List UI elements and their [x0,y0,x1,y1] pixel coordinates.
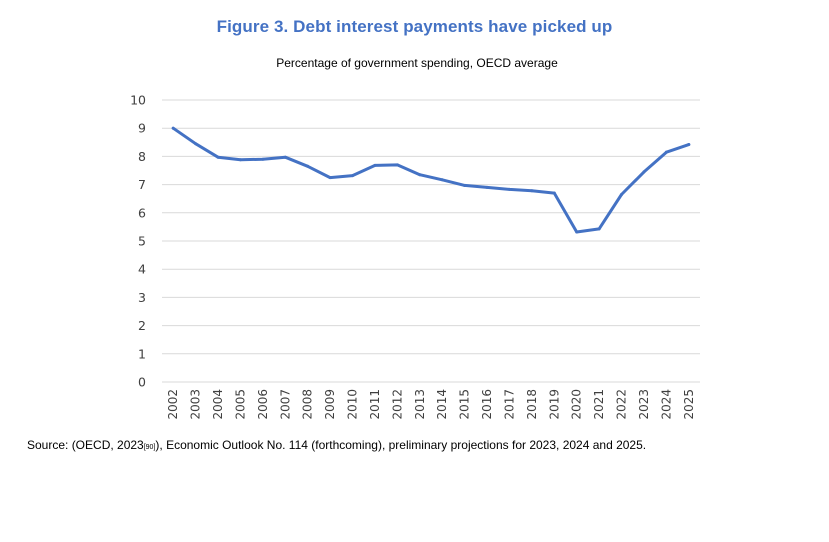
chart-subtitle: Percentage of government spending, OECD … [276,56,558,70]
x-tick-label: 2013 [413,389,427,420]
x-tick-label: 2015 [458,389,472,420]
data-point [463,183,467,187]
data-point [171,126,175,130]
series-layer [171,126,691,234]
y-tick-label: 6 [138,205,146,220]
data-point [597,227,601,231]
x-tick-label: 2012 [390,389,404,420]
x-tick-label: 2003 [189,389,203,420]
x-tick-label: 2002 [166,389,180,420]
y-tick-label: 8 [138,149,146,164]
data-point [373,163,377,167]
data-point [642,170,646,174]
x-tick-label: 2022 [615,389,629,420]
data-point [687,143,691,147]
y-tick-label: 7 [138,177,146,192]
x-tick-label: 2007 [278,389,292,420]
data-point [440,178,444,182]
x-tick-label: 2005 [233,389,247,420]
x-tick-label: 2021 [592,389,606,420]
x-tick-label: 2010 [346,389,360,420]
data-point [485,185,489,189]
gridlines [162,99,700,383]
y-tick-label: 2 [138,318,146,333]
y-axis-ticks: 0 1 2 3 4 5 6 7 8 9 10 [130,93,146,390]
x-tick-label: 2014 [435,389,449,420]
x-tick-label: 2004 [211,389,225,420]
x-tick-label: 2006 [256,389,270,420]
x-tick-label: 2023 [637,389,651,420]
data-point [620,192,624,196]
data-point [552,191,556,195]
x-tick-label: 2018 [525,389,539,420]
x-tick-label: 2024 [659,389,673,420]
data-point [418,173,422,177]
y-tick-label: 0 [138,375,146,390]
data-point [238,158,242,162]
series-line [171,126,691,234]
x-tick-label: 2025 [682,389,696,420]
x-tick-label: 2017 [502,389,516,420]
data-point [530,189,534,193]
y-tick-label: 5 [138,234,146,249]
x-axis-ticks: 2002 2003 2004 2005 2006 2007 2008 2009 2010 2011… [166,389,696,420]
x-tick-label: 2020 [570,389,584,420]
data-point [216,155,220,159]
data-point [283,155,287,159]
data-point [194,142,198,146]
x-tick-label: 2016 [480,389,494,420]
chart-title: Figure 3. Debt interest payments have pi… [216,17,613,36]
data-point [328,176,332,180]
x-tick-label: 2019 [547,389,561,420]
x-tick-label: 2009 [323,389,337,420]
y-tick-label: 10 [130,93,146,108]
y-tick-label: 3 [138,290,146,305]
source-reference: [90] [143,444,156,451]
x-tick-label: 2011 [368,389,382,420]
y-tick-label: 9 [138,121,146,136]
source-prefix: Source: (OECD, 2023 [27,438,144,452]
source-note: Source: (OECD, 2023[90]), Economic Outlo… [27,438,646,452]
y-tick-label: 4 [138,262,146,277]
data-point [261,157,265,161]
data-point [395,163,399,167]
x-tick-label: 2008 [301,389,315,420]
y-tick-label: 1 [138,346,146,361]
data-point [306,164,310,168]
source-suffix: ), Economic Outlook No. 114 (forthcoming… [155,438,647,452]
data-point [575,230,579,234]
data-point [351,174,355,178]
data-point [664,150,668,154]
data-point [507,187,511,191]
